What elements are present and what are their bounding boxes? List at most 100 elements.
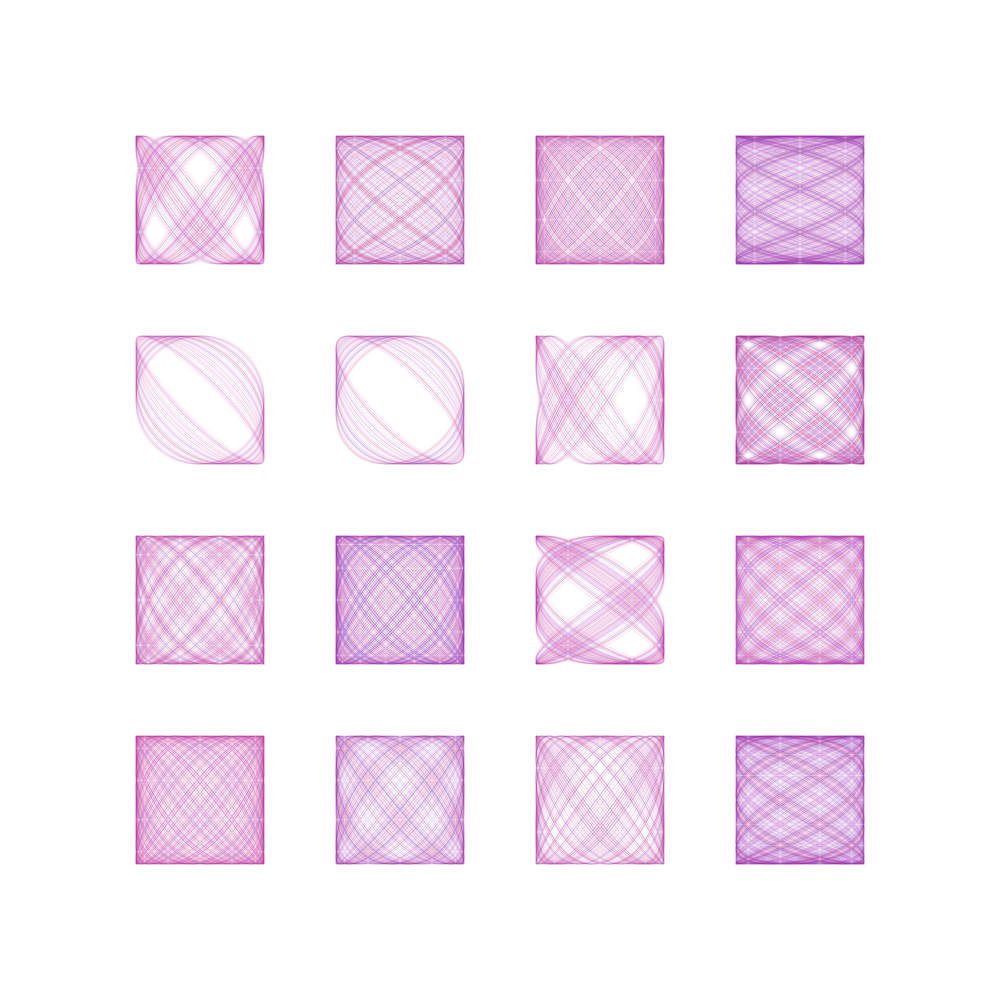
lissajous-curve bbox=[735, 735, 865, 865]
lissajous-curve bbox=[735, 735, 865, 865]
lissajous-curve bbox=[335, 735, 465, 865]
lissajous-curve bbox=[735, 535, 865, 665]
lissajous-curve bbox=[335, 735, 465, 865]
lissajous-curve bbox=[535, 135, 665, 265]
lissajous-curve bbox=[535, 135, 665, 265]
lissajous-curve bbox=[335, 335, 465, 465]
lissajous-curve bbox=[335, 535, 465, 665]
lissajous-tile bbox=[334, 534, 466, 666]
lissajous-curve bbox=[735, 535, 865, 665]
lissajous-curve bbox=[335, 535, 465, 665]
lissajous-curve bbox=[735, 335, 865, 465]
lissajous-curve bbox=[735, 335, 865, 465]
lissajous-curve bbox=[335, 535, 465, 665]
lissajous-curve bbox=[135, 735, 265, 865]
lissajous-curve bbox=[335, 135, 465, 265]
lissajous-curve bbox=[335, 535, 465, 665]
lissajous-curve bbox=[335, 535, 465, 665]
lissajous-curve bbox=[335, 535, 465, 665]
lissajous-tile bbox=[134, 134, 266, 266]
lissajous-figure bbox=[135, 534, 265, 666]
lissajous-curve bbox=[535, 535, 665, 665]
lissajous-curve bbox=[735, 135, 865, 265]
lissajous-curve bbox=[735, 735, 865, 865]
lissajous-curve bbox=[335, 135, 465, 265]
lissajous-curve bbox=[735, 535, 865, 665]
lissajous-curve bbox=[135, 735, 265, 865]
lissajous-curve bbox=[735, 535, 865, 665]
lissajous-curve bbox=[135, 535, 265, 665]
lissajous-curve bbox=[135, 335, 265, 465]
lissajous-curve bbox=[735, 335, 865, 465]
lissajous-curve bbox=[535, 535, 665, 665]
lissajous-curve bbox=[335, 535, 465, 665]
lissajous-curve bbox=[335, 735, 465, 865]
lissajous-curve bbox=[535, 735, 665, 865]
lissajous-curve bbox=[535, 335, 665, 465]
lissajous-curve bbox=[535, 535, 665, 665]
lissajous-curve bbox=[135, 535, 265, 665]
lissajous-curve bbox=[135, 735, 265, 865]
lissajous-curve bbox=[535, 735, 665, 865]
lissajous-tile bbox=[334, 334, 466, 466]
lissajous-curve bbox=[335, 535, 465, 665]
lissajous-curve bbox=[735, 535, 865, 665]
lissajous-tile bbox=[734, 534, 866, 666]
lissajous-curve bbox=[535, 335, 665, 465]
lissajous-curve bbox=[735, 335, 865, 465]
lissajous-curve bbox=[535, 735, 665, 865]
lissajous-tile bbox=[134, 734, 266, 866]
lissajous-curve bbox=[135, 735, 265, 865]
lissajous-curve bbox=[735, 735, 865, 865]
lissajous-curve bbox=[535, 135, 665, 265]
lissajous-curve bbox=[535, 335, 665, 465]
lissajous-curve bbox=[335, 534, 465, 666]
lissajous-curve bbox=[335, 535, 465, 665]
lissajous-curve bbox=[135, 735, 265, 865]
lissajous-curve bbox=[535, 135, 665, 265]
lissajous-curve bbox=[135, 335, 265, 465]
lissajous-curve bbox=[535, 735, 665, 865]
lissajous-curve bbox=[135, 735, 265, 865]
lissajous-curve bbox=[535, 335, 665, 465]
lissajous-curve bbox=[535, 535, 665, 665]
lissajous-curve bbox=[335, 535, 465, 665]
lissajous-curve bbox=[535, 135, 665, 265]
lissajous-curve bbox=[335, 135, 465, 265]
lissajous-curve bbox=[735, 535, 865, 665]
lissajous-curve bbox=[535, 135, 665, 265]
lissajous-curve bbox=[335, 735, 465, 865]
lissajous-curve bbox=[135, 335, 265, 465]
lissajous-curve bbox=[535, 535, 665, 665]
lissajous-curve bbox=[735, 135, 865, 265]
lissajous-curve bbox=[335, 335, 465, 465]
lissajous-curve bbox=[535, 335, 665, 465]
lissajous-curve bbox=[135, 535, 265, 665]
lissajous-curve bbox=[335, 535, 465, 665]
lissajous-curve bbox=[535, 535, 665, 665]
lissajous-curve bbox=[535, 735, 665, 865]
lissajous-curve bbox=[535, 735, 665, 865]
lissajous-tile bbox=[134, 334, 266, 466]
lissajous-curve bbox=[535, 535, 665, 665]
lissajous-curve bbox=[335, 135, 465, 265]
lissajous-curve bbox=[535, 335, 665, 465]
lissajous-curve bbox=[135, 335, 265, 465]
lissajous-curve bbox=[735, 535, 865, 665]
lissajous-curve bbox=[535, 735, 665, 865]
lissajous-curve bbox=[335, 735, 465, 865]
lissajous-curve bbox=[735, 535, 865, 665]
lissajous-curve bbox=[135, 535, 265, 665]
lissajous-curve bbox=[335, 335, 465, 465]
lissajous-curve bbox=[735, 335, 865, 465]
lissajous-curve bbox=[735, 135, 865, 265]
lissajous-curve bbox=[735, 535, 865, 665]
lissajous-curve bbox=[535, 535, 665, 665]
lissajous-curve bbox=[135, 335, 265, 465]
lissajous-curve bbox=[535, 735, 665, 865]
lissajous-curve bbox=[335, 135, 465, 265]
lissajous-curve bbox=[335, 335, 465, 465]
lissajous-curve bbox=[135, 735, 265, 865]
lissajous-curve bbox=[735, 535, 865, 665]
lissajous-figure bbox=[135, 135, 265, 265]
